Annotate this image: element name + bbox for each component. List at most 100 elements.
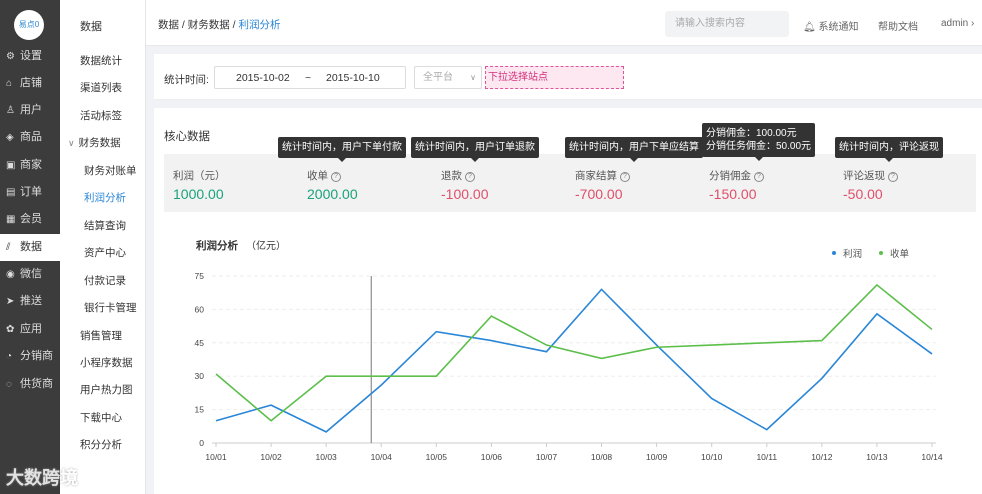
y-tick-label: 30 bbox=[195, 371, 205, 381]
subnav-item-label: 活动标签 bbox=[80, 110, 122, 122]
legend-label: 利润 bbox=[843, 248, 862, 260]
user-name: admin bbox=[941, 18, 969, 29]
subnav-item-label: 结算查询 bbox=[84, 220, 126, 232]
help-icon[interactable]: ? bbox=[754, 172, 764, 182]
subnav-item[interactable]: 渠道列表 bbox=[80, 80, 122, 95]
breadcrumb-item-finance[interactable]: 财务数据 bbox=[187, 19, 230, 31]
subnav-item[interactable]: 下载中心 bbox=[80, 410, 122, 425]
stat-label: 利润（元） bbox=[173, 168, 226, 183]
subnav-item[interactable]: 数据统计 bbox=[80, 53, 122, 68]
help-docs-link[interactable]: 帮助文档 bbox=[878, 22, 918, 33]
x-tick-label: 10/11 bbox=[756, 452, 777, 462]
date-end[interactable]: 2015-10-10 bbox=[326, 72, 380, 84]
chevron-right-icon: › bbox=[971, 18, 975, 29]
stat-label-text: 利润（元） bbox=[173, 170, 226, 182]
stat-value: 1000.00 bbox=[173, 186, 224, 202]
secondary-sidebar: 数据 数据统计渠道列表活动标签 ∨ 财务数据财务对账单利润分析结算查询资产中心付款记… bbox=[60, 0, 146, 494]
notification-link[interactable]: 🔔︎ 系统通知 bbox=[803, 18, 858, 33]
stat-value: -50.00 bbox=[843, 186, 883, 202]
nav-item-label: 店铺 bbox=[20, 77, 42, 89]
series-line-orders bbox=[215, 283, 933, 422]
stat-card: 商家结算? -700.00 bbox=[575, 154, 705, 212]
nav-item-label: 商家 bbox=[20, 159, 42, 171]
x-tick-label: 10/13 bbox=[866, 452, 888, 462]
help-tooltip: 分销佣金：100.00元 分销任务佣金：50.00元 bbox=[702, 123, 816, 161]
watermark-logo: 大数跨境 bbox=[6, 468, 78, 488]
breadcrumb-separator: / bbox=[229, 19, 239, 31]
push-icon: ➤ bbox=[6, 296, 15, 307]
nav-item-goods[interactable]: ◈ 商品 bbox=[0, 124, 60, 151]
nav-group-finance[interactable]: ∨ 财务数据 bbox=[68, 135, 121, 150]
site-select-hint[interactable]: 下拉选择站点 bbox=[485, 66, 624, 89]
stat-card: 利润（元） 1000.00 bbox=[173, 154, 303, 212]
breadcrumb-separator: / bbox=[179, 19, 188, 31]
nav-item-label: 商品 bbox=[20, 131, 42, 143]
top-header: 数据 / 财务数据 / 利润分析 请输入搜索内容 🔔︎ 系统通知 帮助文档 ad… bbox=[146, 0, 982, 46]
nav-item-gear[interactable]: ⚙ 设置 bbox=[0, 43, 60, 70]
nav-item-user[interactable]: ♙ 用户 bbox=[0, 97, 60, 124]
platform-select[interactable]: 全平台 ∨ bbox=[414, 66, 482, 89]
app-logo[interactable]: 易点0 bbox=[14, 10, 44, 40]
subnav-item[interactable]: 付款记录 bbox=[84, 273, 126, 288]
x-tick-label: 10/09 bbox=[646, 452, 668, 462]
help-icon[interactable]: ? bbox=[620, 172, 630, 182]
x-tick-label: 10/03 bbox=[316, 452, 338, 462]
nav-item-label: 推送 bbox=[20, 295, 42, 307]
nav-item-data[interactable]: ⫽ 数据 bbox=[0, 234, 60, 261]
x-tick-label: 10/08 bbox=[591, 452, 613, 462]
order-icon: ▤ bbox=[6, 187, 16, 198]
help-icon[interactable]: ? bbox=[331, 172, 341, 182]
nav-item-apps[interactable]: ✿ 应用 bbox=[0, 316, 60, 343]
date-start[interactable]: 2015-10-02 bbox=[236, 72, 290, 84]
subnav-item[interactable]: 财务对账单 bbox=[84, 163, 137, 178]
nav-item-label: 设置 bbox=[20, 50, 42, 62]
breadcrumb: 数据 / 财务数据 / 利润分析 bbox=[158, 17, 281, 32]
help-icon[interactable]: ? bbox=[888, 172, 898, 182]
nav-item-wechat[interactable]: ◉ 微信 bbox=[0, 261, 60, 288]
nav-item-distributor[interactable]: ◔ 分销商 bbox=[0, 343, 60, 370]
stat-time-label: 统计时间: bbox=[164, 74, 209, 86]
nav-item-supplier[interactable]: ◌ 供货商 bbox=[0, 371, 60, 398]
nav-item-member[interactable]: ▦ 会员 bbox=[0, 206, 60, 233]
stat-value: -100.00 bbox=[441, 186, 489, 202]
y-tick-label: 45 bbox=[195, 338, 205, 348]
chart-title: 利润分析 bbox=[196, 239, 238, 252]
date-range-picker[interactable]: 2015-10-02 ~ 2015-10-10 bbox=[214, 66, 406, 89]
nav-item-push[interactable]: ➤ 推送 bbox=[0, 288, 60, 315]
subnav-item-label: 资产中心 bbox=[84, 247, 126, 259]
stat-card: 分销佣金? -150.00 bbox=[709, 154, 839, 212]
secondary-sidebar-title: 数据 bbox=[80, 21, 102, 33]
subnav-item[interactable]: 用户热力图 bbox=[80, 382, 133, 397]
stat-label-text: 商家结算 bbox=[575, 170, 617, 182]
stat-value: 2000.00 bbox=[307, 186, 358, 202]
nav-item-merchant[interactable]: ▣ 商家 bbox=[0, 152, 60, 179]
search-input[interactable]: 请输入搜索内容 bbox=[665, 11, 789, 37]
goods-icon: ◈ bbox=[6, 132, 14, 143]
nav-item-label: 数据 bbox=[20, 241, 42, 253]
breadcrumb-item-data[interactable]: 数据 bbox=[158, 19, 179, 31]
stat-card: 退款? -100.00 bbox=[441, 154, 571, 212]
subnav-item[interactable]: 资产中心 bbox=[84, 245, 126, 260]
core-stats-bar: 利润（元） 1000.00 收单? 2000.00 退款? -100.00 商家结算? -70… bbox=[164, 154, 976, 212]
legend-marker bbox=[879, 251, 883, 255]
stat-label: 退款? bbox=[441, 168, 475, 183]
user-icon: ♙ bbox=[6, 105, 15, 116]
subnav-item[interactable]: 结算查询 bbox=[84, 218, 126, 233]
subnav-item-label: 利润分析 bbox=[84, 192, 126, 204]
subnav-item[interactable]: 小程序数据 bbox=[80, 355, 133, 370]
subnav-item[interactable]: 积分分析 bbox=[80, 437, 122, 452]
user-menu[interactable]: admin › bbox=[941, 18, 974, 29]
apps-icon: ✿ bbox=[6, 324, 15, 335]
subnav-item-label: 渠道列表 bbox=[80, 82, 122, 94]
bell-icon: 🔔︎ bbox=[803, 22, 816, 33]
subnav-item[interactable]: 销售管理 bbox=[80, 328, 122, 343]
profit-line-chart: 利润分析 （亿元） 利润 收单 0 15 30 45 60 75 10/01 10/02 10/03 10… bbox=[195, 239, 943, 462]
help-icon[interactable]: ? bbox=[465, 172, 475, 182]
subnav-item[interactable]: 银行卡管理 bbox=[84, 300, 137, 315]
nav-item-order[interactable]: ▤ 订单 bbox=[0, 179, 60, 206]
help-tooltip: 统计时间内，用户下单付款 bbox=[278, 137, 406, 162]
nav-item-store[interactable]: ⌂ 店铺 bbox=[0, 70, 60, 97]
subnav-item[interactable]: 利润分析 bbox=[84, 190, 126, 205]
x-tick-label: 10/06 bbox=[481, 452, 503, 462]
subnav-item[interactable]: 活动标签 bbox=[80, 108, 122, 123]
